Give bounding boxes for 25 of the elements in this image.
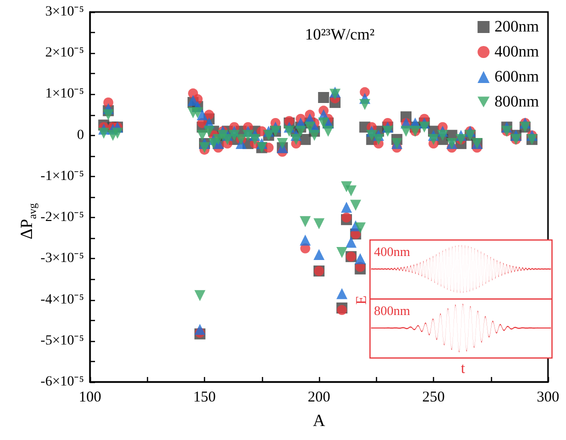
x-tick-label: 200 <box>308 390 330 406</box>
annotation: 800nm <box>374 303 410 318</box>
x-axis-title: A <box>312 411 326 430</box>
legend-label: 200nm <box>494 18 540 36</box>
annotation: t <box>460 361 466 377</box>
y-tick-label: 3×10⁻⁵ <box>45 4 84 20</box>
legend-label: 800nm <box>494 94 540 110</box>
y-tick-label: 1×10⁻⁵ <box>45 86 84 102</box>
y-tick-label: -1×10⁻⁵ <box>40 168 84 184</box>
text: 10²³W/cm² <box>305 26 375 44</box>
annotation: E <box>354 295 370 305</box>
y-tick-label: 2×10⁻⁵ <box>45 46 84 61</box>
annotation: 400nm <box>374 244 410 259</box>
y-tick-label: -2×10⁻⁵ <box>40 210 84 226</box>
y-tick-label: 0 <box>77 128 84 143</box>
y-tick-label: -6×10⁻⁵ <box>40 374 84 390</box>
x-tick-label: 100 <box>78 390 102 406</box>
x-tick-label: 150 <box>193 390 216 406</box>
y-tick-label: -3×10⁻⁵ <box>40 251 84 266</box>
x-tick-label: 300 <box>536 390 560 406</box>
x-tick-label: 250 <box>422 390 445 406</box>
legend-label: 600nm <box>494 68 540 86</box>
legend-label: 400nm <box>494 44 540 60</box>
y-tick-label: -5×10⁻⁵ <box>40 333 84 348</box>
y-tick-label: -4×10⁻⁵ <box>40 292 84 308</box>
